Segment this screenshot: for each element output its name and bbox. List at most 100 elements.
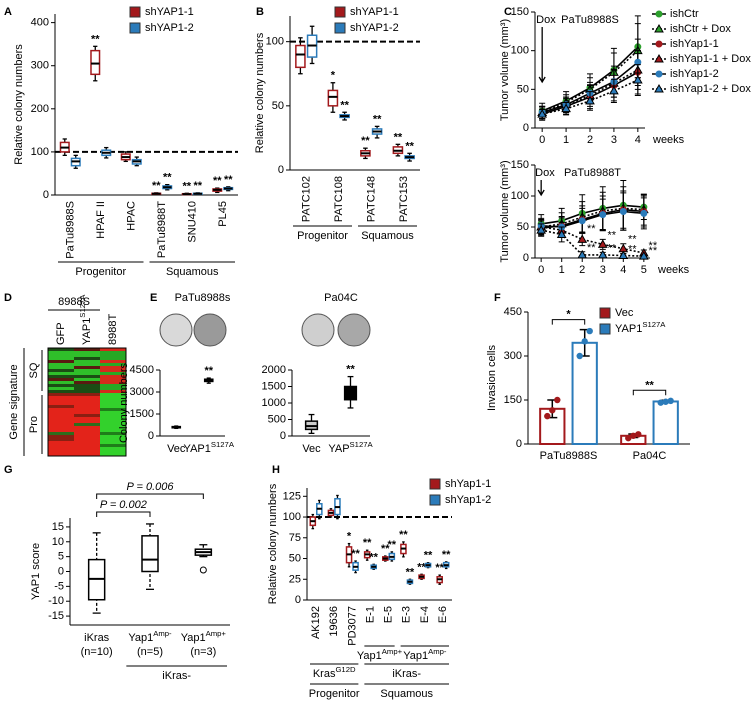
comparison-bracket xyxy=(96,511,151,517)
heatmap-frame xyxy=(47,347,127,457)
heatmap-cell xyxy=(74,429,100,432)
group-label: Progenitor xyxy=(297,230,348,242)
label-text: 4 xyxy=(635,134,641,146)
x-tick-label: 3 xyxy=(600,264,606,276)
x-axis-label: weeks xyxy=(652,134,685,146)
label-text: ishYap1-2 xyxy=(670,68,719,80)
label-text: ** xyxy=(399,529,408,541)
legend-label: shYAP1-2 xyxy=(145,22,194,34)
heatmap-cell xyxy=(48,438,74,441)
heatmap-cell xyxy=(74,354,100,357)
label-text: Squamous xyxy=(166,266,219,278)
heatmap-cell xyxy=(48,405,74,408)
label-text: Progenitor xyxy=(309,688,360,700)
heatmap-cell xyxy=(48,411,74,414)
heatmap-cell xyxy=(100,390,126,393)
y-tick-label: 5 xyxy=(58,551,64,563)
y-tick-label: 50 xyxy=(289,552,301,564)
heatmap-cell xyxy=(100,426,126,429)
x-tick-label: 1 xyxy=(559,264,565,276)
label-text: PaTu8988T xyxy=(564,167,621,179)
heatmap-cell xyxy=(74,384,100,387)
y-tick-label: 300 xyxy=(504,350,522,362)
heatmap-cell xyxy=(74,348,100,351)
heatmap-cell xyxy=(100,435,126,438)
label-text: ** xyxy=(587,242,596,254)
x-tick-label: Yap1Amp+ xyxy=(181,629,227,644)
y-tick-label: 2000 xyxy=(262,364,286,376)
legend-label: ishYap1-2 + Dox xyxy=(670,83,751,95)
label-text: Pro xyxy=(28,416,40,433)
heatmap-cell xyxy=(74,387,100,390)
heatmap-cell xyxy=(100,447,126,450)
label-text: PATC148 xyxy=(365,176,377,222)
superscript: G12D xyxy=(335,665,356,674)
heatmap-cell xyxy=(100,387,126,390)
label-text: 50 xyxy=(517,221,529,233)
label-text: HPAF II xyxy=(95,201,107,239)
legend-marker xyxy=(655,40,663,48)
panel-letter: F xyxy=(494,292,501,304)
heatmap-cell xyxy=(48,432,74,435)
x-tick-label: PATC108 xyxy=(333,176,345,222)
heatmap-cell xyxy=(74,420,100,423)
data-point xyxy=(657,399,664,406)
p-value: P = 0.006 xyxy=(127,481,175,493)
y-tick-label: 50 xyxy=(517,221,529,233)
heatmap-cell xyxy=(48,381,74,384)
x-tick-label: SNU410 xyxy=(186,201,198,243)
label-text: -10 xyxy=(48,595,64,607)
label-text: D xyxy=(4,292,12,304)
significance: ** xyxy=(628,244,637,256)
x-tick-label: 0 xyxy=(539,134,545,146)
label-text: 3 xyxy=(600,264,606,276)
legend-label: ishCtr + Dox xyxy=(670,23,731,35)
group-label: Progenitor xyxy=(309,688,360,700)
label-text: PATC102 xyxy=(300,176,312,222)
significance: ** xyxy=(363,537,372,549)
box xyxy=(295,44,306,69)
significance: ** xyxy=(607,242,616,254)
label-text: ** xyxy=(381,543,390,555)
label-text: ** xyxy=(394,131,403,143)
label-text: PATC153 xyxy=(398,176,410,222)
heatmap-cell xyxy=(74,408,100,411)
heatmap-cell xyxy=(100,441,126,444)
label-text: Yap1 xyxy=(181,632,206,644)
group-label: KrasG12D xyxy=(313,665,356,680)
label-text: E-1 xyxy=(364,606,376,623)
label-text: C xyxy=(504,6,512,18)
y-tick-label: 100 xyxy=(31,146,49,158)
heatmap-cell xyxy=(48,390,74,393)
chart-title: Pa04C xyxy=(324,292,358,304)
label-text: YAP xyxy=(328,443,349,455)
label-text: PaTu8988S xyxy=(561,14,619,26)
column-header: 8988S xyxy=(58,296,90,308)
panel-letter: E xyxy=(150,292,157,304)
label-text: ** xyxy=(649,240,658,252)
label-text: 1 xyxy=(563,134,569,146)
series-line xyxy=(541,207,644,228)
heatmap-cell xyxy=(74,396,100,399)
y-tick-label: 150 xyxy=(511,6,529,18)
box xyxy=(141,535,159,573)
label-text: 1000 xyxy=(262,397,286,409)
colony-plate xyxy=(159,313,193,347)
heatmap-cell xyxy=(48,420,74,423)
group-label: iKras- xyxy=(392,668,421,680)
heatmap-cell xyxy=(100,420,126,423)
heatmap-cell xyxy=(74,432,100,435)
heatmap-cell xyxy=(100,396,126,399)
legend-label: ishYap1-2 xyxy=(670,68,719,80)
label-text: 1500 xyxy=(262,380,286,392)
superscript: Amp+ xyxy=(382,647,403,656)
label-text: shYAP1-2 xyxy=(145,22,194,34)
heatmap-cell xyxy=(74,444,100,447)
data-point xyxy=(537,109,548,118)
x-tick-label: PaTu8988S xyxy=(64,201,76,259)
panel-letter: C xyxy=(504,6,512,18)
heatmap-cell xyxy=(74,372,100,375)
legend-label: ishCtr xyxy=(670,8,699,20)
label-text: 450 xyxy=(504,306,522,318)
significance: ** xyxy=(628,234,637,246)
